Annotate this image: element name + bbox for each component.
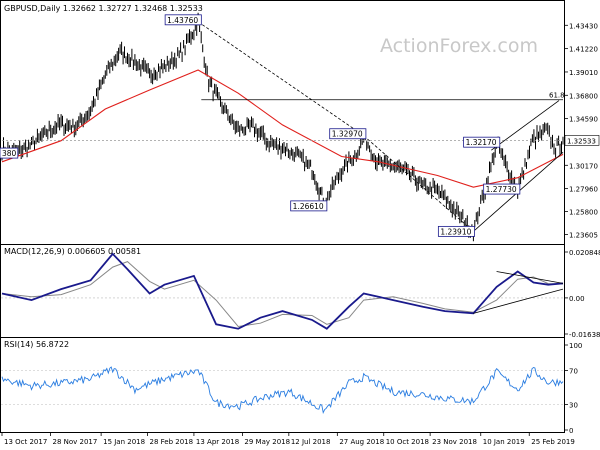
- date-axis: 13 Oct 2017 28 Nov 2017 15 Jan 2018 28 Feb …: [1, 432, 575, 446]
- price-tick-label: 1.23605: [569, 232, 598, 240]
- price-tick-label: 1.36800: [569, 92, 598, 100]
- macd-trend-upper: [496, 271, 564, 284]
- channel-upper-line: [491, 100, 560, 151]
- rsi-tick-label: 0: [569, 427, 573, 435]
- current-price-box: [564, 135, 600, 146]
- date-tick-label: 12 Jul 2018: [291, 438, 331, 446]
- label-swing2-box: [463, 136, 501, 148]
- date-tick-label: 13 Apr 2018: [196, 438, 239, 446]
- label-low1-box: [290, 200, 328, 212]
- date-tick-label: 10 Oct 2018: [386, 438, 429, 446]
- label-left-partial-box: [0, 147, 19, 159]
- label-low1: 1.26610: [293, 202, 324, 211]
- date-tick-label: 27 Aug 2018: [339, 438, 384, 446]
- price-panel: [0, 0, 565, 245]
- date-tick-label: 29 May 2018: [244, 438, 290, 446]
- macd-tick-label: -0.016389: [569, 331, 600, 339]
- macd-line: [1, 252, 564, 330]
- label-low2-box: [437, 225, 475, 237]
- macd-panel: [0, 244, 565, 338]
- date-tick-label: 25 Feb 2019: [531, 438, 575, 446]
- macd-series-group: [1, 252, 564, 330]
- price-tick-label: 1.39010: [569, 69, 598, 77]
- macd-axis: 0.020848 0.00 -0.016389: [564, 249, 600, 339]
- rsi-series-group: [1, 366, 564, 415]
- macd-tick-label: 0.020848: [569, 249, 600, 257]
- price-tick-label: 1.43430: [569, 22, 598, 30]
- date-tick-label: 13 Oct 2017: [4, 438, 47, 446]
- price-tick-label: 1.41220: [569, 46, 598, 54]
- macd-title: MACD(12,26,9) 0.006605 0.00581: [4, 247, 141, 256]
- label-high-box: [164, 14, 202, 26]
- label-high: 1.43760: [167, 16, 198, 25]
- rsi-tick-label: 30: [569, 402, 578, 410]
- symbol-title: GBPUSD,Daily 1.32662 1.32727 1.32468 1.3…: [4, 4, 203, 13]
- date-tick-label: 10 Jan 2019: [483, 438, 525, 446]
- rsi-tick-label: 100: [569, 342, 582, 350]
- price-tick-label: 1.25800: [569, 208, 598, 216]
- dashed-trend-line-2: [363, 135, 474, 232]
- price-tick-label: 1.32533: [567, 137, 596, 145]
- date-tick-label: 15 Jan 2018: [103, 438, 145, 446]
- price-tick-label: 1.27960: [569, 186, 598, 194]
- rsi-axis: 100 70 30 0: [564, 342, 582, 435]
- rsi-tick-label: 70: [569, 368, 578, 376]
- date-tick-label: 28 Nov 2017: [53, 438, 98, 446]
- date-tick-label: 28 Feb 2018: [150, 438, 194, 446]
- watermark: ActionForex.com: [380, 35, 538, 57]
- macd-trend-lower: [473, 288, 564, 314]
- price-series-group: 1.43760 1.32970 1.26610 1.32170 1.27730 1.239…: [0, 12, 565, 242]
- label-swing3-box: [483, 183, 521, 195]
- label-swing2: 1.32170: [466, 138, 497, 147]
- label-left-partial: 380: [2, 149, 17, 158]
- label-swing3: 1.27730: [486, 185, 517, 194]
- fib-label: 61.8: [549, 92, 565, 100]
- rsi-title: RSI(14) 56.8722: [4, 340, 69, 349]
- rsi-line: [1, 366, 564, 415]
- macd-tick-label: 0.00: [569, 295, 585, 303]
- price-tick-label: 1.34590: [569, 116, 598, 124]
- rsi-panel: [0, 337, 565, 433]
- price-tick-label: 1.30170: [569, 162, 598, 170]
- date-tick-label: 23 Nov 2018: [432, 438, 477, 446]
- dashed-trend-line-1: [197, 21, 368, 139]
- label-swing1: 1.32970: [332, 130, 363, 139]
- label-swing1-box: [329, 128, 367, 140]
- price-axis: 1.43430 1.41220 1.39010 1.36800 1.34590 1.325…: [564, 22, 600, 240]
- label-low2: 1.23910: [440, 227, 471, 236]
- moving-average-line: [1, 69, 564, 188]
